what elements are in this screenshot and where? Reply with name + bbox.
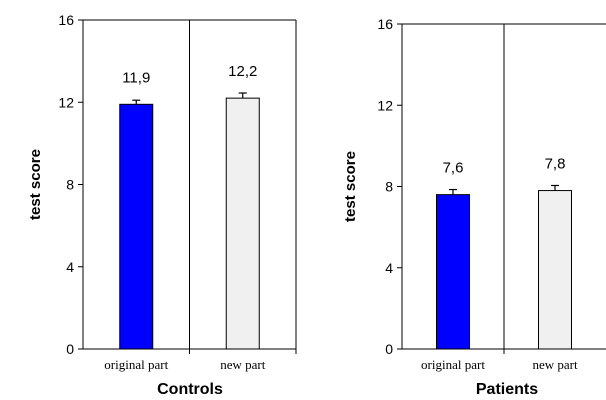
controls-chart: 0 4 8 12 16 11,9 original part 12,2 new part test…	[27, 12, 297, 398]
y-tick-label: 8	[66, 177, 74, 193]
y-tick-label: 8	[385, 179, 393, 195]
bar-value-label: 12,2	[228, 63, 257, 80]
category-label: original part	[104, 357, 168, 372]
y-axis-label: test score	[342, 151, 359, 222]
bar	[538, 190, 572, 350]
y-tick-label: 12	[58, 94, 74, 110]
bar	[225, 97, 260, 350]
bar-value-label: 11,9	[122, 69, 150, 86]
y-tick-label: 16	[58, 12, 74, 28]
y-tick-label: 0	[66, 341, 74, 357]
y-axis-label: test score	[27, 149, 44, 220]
bar-value-label: 7,8	[545, 156, 566, 173]
category-label: new part	[220, 357, 266, 372]
y-tick-label: 4	[385, 260, 393, 276]
bar-value-label: 7,6	[443, 160, 464, 177]
y-tick-label: 16	[377, 16, 393, 32]
y-tick-label: 4	[66, 259, 74, 275]
bar	[436, 194, 470, 350]
patients-chart: 0 4 8 12 16 7,6 original part 7,8 new part test s…	[342, 16, 606, 398]
y-tick-label: 0	[385, 341, 393, 357]
y-tick-label: 12	[377, 97, 393, 113]
chart-title: Controls	[157, 381, 223, 398]
chart-title: Patients	[476, 381, 538, 398]
category-label: original part	[421, 357, 485, 372]
bar	[119, 103, 154, 350]
category-label: new part	[532, 357, 578, 372]
